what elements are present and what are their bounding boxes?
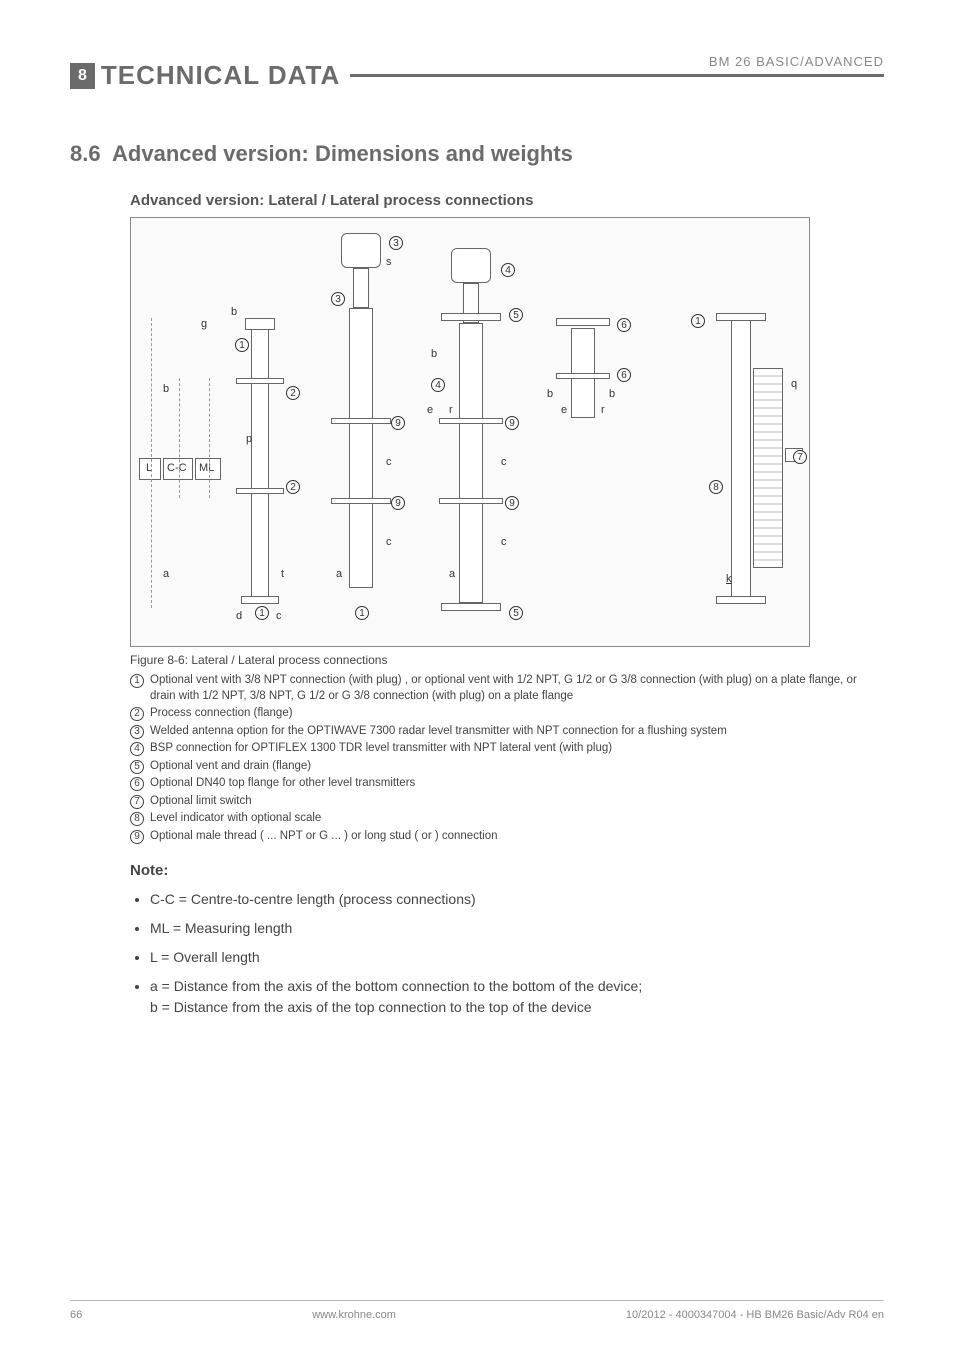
header-bar: 8 TECHNICAL DATA BM 26 BASIC/ADVANCED	[70, 60, 884, 91]
callout-2a: 2	[286, 386, 300, 400]
legend-text: Optional vent and drain (flange)	[150, 759, 311, 775]
legend-text: Optional vent with 3/8 NPT connection (w…	[150, 673, 884, 704]
legend-marker: 7	[130, 795, 144, 809]
dim-k: k	[726, 573, 732, 585]
chapter-title: TECHNICAL DATA	[101, 60, 340, 91]
dim-c-3: c	[386, 536, 392, 548]
note-item: ML = Measuring length	[150, 918, 884, 939]
dim-b-4: b	[547, 388, 553, 400]
dim-b-1: b	[231, 306, 237, 318]
dim-a-1: a	[163, 568, 169, 580]
callout-3b: 3	[331, 292, 345, 306]
callout-7: 7	[793, 450, 807, 464]
dim-r-2: r	[601, 404, 605, 416]
callout-9c: 9	[505, 416, 519, 430]
note-heading: Note:	[130, 862, 884, 879]
callout-5b: 5	[509, 606, 523, 620]
dim-a-3: a	[449, 568, 455, 580]
legend-marker: 4	[130, 742, 144, 756]
section-title: 8.6 Advanced version: Dimensions and wei…	[70, 141, 884, 167]
callout-9a: 9	[391, 416, 405, 430]
chapter-number: 8	[70, 63, 95, 89]
legend-text: Optional DN40 top flange for other level…	[150, 776, 415, 792]
legend-text: Optional limit switch	[150, 794, 252, 810]
callout-6a: 6	[617, 318, 631, 332]
callout-5a: 5	[509, 308, 523, 322]
dim-b-5: b	[609, 388, 615, 400]
legend-marker: 3	[130, 725, 144, 739]
dim-p: p	[246, 433, 252, 445]
callout-1a: 1	[235, 338, 249, 352]
product-label: BM 26 BASIC/ADVANCED	[709, 54, 884, 69]
note-item: a = Distance from the axis of the bottom…	[150, 976, 884, 1018]
dim-q: q	[791, 378, 797, 390]
dim-d: d	[236, 610, 242, 622]
callout-4a: 4	[501, 263, 515, 277]
technical-diagram: L C-C ML g b b p a t d c 1 2 2 1 s 3 3 9…	[130, 217, 810, 647]
legend-item: 8 Level indicator with optional scale	[130, 811, 884, 827]
legend-item: 7 Optional limit switch	[130, 794, 884, 810]
footer-url: www.krohne.com	[312, 1309, 396, 1321]
legend-marker: 2	[130, 707, 144, 721]
legend-text: BSP connection for OPTIFLEX 1300 TDR lev…	[150, 741, 612, 757]
callout-3a: 3	[389, 236, 403, 250]
footer-docref: 10/2012 - 4000347004 - HB BM26 Basic/Adv…	[626, 1309, 884, 1321]
callout-6b: 6	[617, 368, 631, 382]
callout-9d: 9	[505, 496, 519, 510]
dim-e-1: e	[427, 404, 433, 416]
dim-b-2: b	[163, 383, 169, 395]
dim-s: s	[386, 256, 392, 268]
figure-caption: Figure 8-6: Lateral / Lateral process co…	[130, 653, 884, 667]
legend-text: Welded antenna option for the OPTIWAVE 7…	[150, 724, 727, 740]
dim-c-5: c	[501, 536, 507, 548]
dim-r-1: r	[449, 404, 453, 416]
legend-item: 3 Welded antenna option for the OPTIWAVE …	[130, 724, 884, 740]
dim-c-2: c	[386, 456, 392, 468]
legend-item: 6 Optional DN40 top flange for other leve…	[130, 776, 884, 792]
dim-b-3: b	[431, 348, 437, 360]
dim-CC: C-C	[167, 462, 187, 474]
dim-a-2: a	[336, 568, 342, 580]
dim-c-1: c	[276, 610, 282, 622]
callout-9b: 9	[391, 496, 405, 510]
header-rule: BM 26 BASIC/ADVANCED	[350, 74, 884, 77]
callout-1c: 1	[355, 606, 369, 620]
dim-t: t	[281, 568, 284, 580]
legend-marker: 5	[130, 760, 144, 774]
legend-marker: 1	[130, 674, 144, 688]
diagram-title: Advanced version: Lateral / Lateral proc…	[130, 192, 884, 209]
legend-item: 1 Optional vent with 3/8 NPT connection (…	[130, 673, 884, 704]
legend-marker: 9	[130, 830, 144, 844]
dim-g: g	[201, 318, 207, 330]
note-item: L = Overall length	[150, 947, 884, 968]
page-footer: 66 www.krohne.com 10/2012 - 4000347004 -…	[70, 1300, 884, 1321]
legend-text: Level indicator with optional scale	[150, 811, 321, 827]
callout-1b: 1	[255, 606, 269, 620]
legend-item: 5 Optional vent and drain (flange)	[130, 759, 884, 775]
dim-ML: ML	[199, 462, 214, 474]
note-item: C-C = Centre-to-centre length (process c…	[150, 889, 884, 910]
legend-item: 2 Process connection (flange)	[130, 706, 884, 722]
legend-text: Optional male thread ( ... NPT or G ... …	[150, 829, 498, 845]
legend-marker: 8	[130, 812, 144, 826]
figure-legend: 1 Optional vent with 3/8 NPT connection (…	[130, 673, 884, 844]
legend-marker: 6	[130, 777, 144, 791]
section-number: 8.6	[70, 141, 101, 166]
callout-8: 8	[709, 480, 723, 494]
callout-2b: 2	[286, 480, 300, 494]
callout-1d: 1	[691, 314, 705, 328]
callout-4b: 4	[431, 378, 445, 392]
legend-item: 9 Optional male thread ( ... NPT or G ...…	[130, 829, 884, 845]
section-heading: Advanced version: Dimensions and weights	[112, 141, 573, 166]
legend-text: Process connection (flange)	[150, 706, 293, 722]
note-list: C-C = Centre-to-centre length (process c…	[150, 889, 884, 1018]
legend-item: 4 BSP connection for OPTIFLEX 1300 TDR l…	[130, 741, 884, 757]
footer-page: 66	[70, 1309, 82, 1321]
dim-e-2: e	[561, 404, 567, 416]
dim-c-4: c	[501, 456, 507, 468]
